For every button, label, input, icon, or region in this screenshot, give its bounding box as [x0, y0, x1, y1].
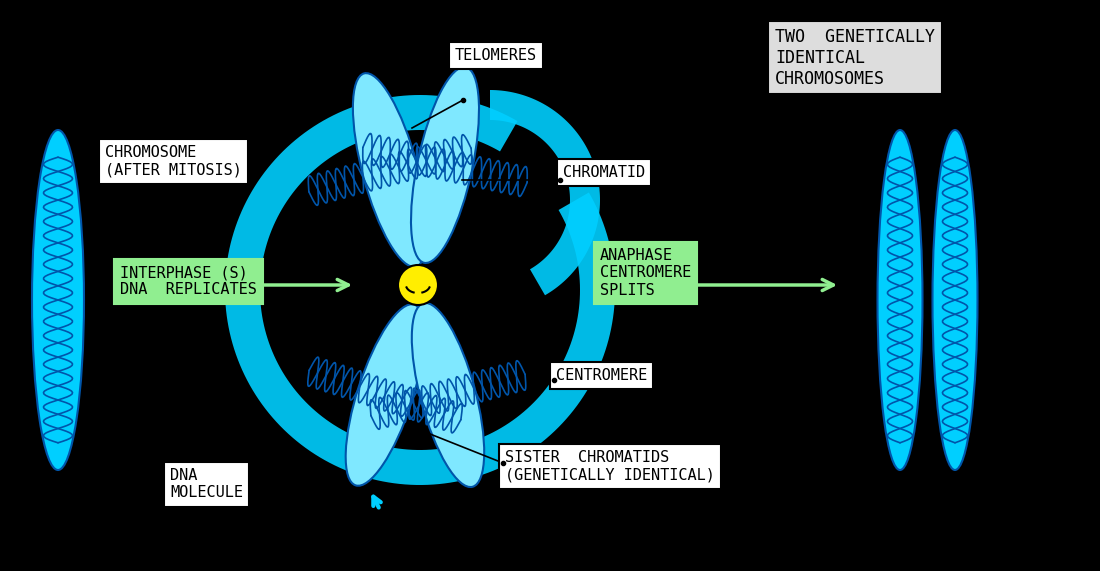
Text: DNA
MOLECULE: DNA MOLECULE	[170, 468, 243, 500]
Ellipse shape	[878, 130, 923, 470]
Text: SISTER  CHROMATIDS
(GENETICALLY IDENTICAL): SISTER CHROMATIDS (GENETICALLY IDENTICAL…	[505, 450, 715, 482]
Text: TELOMERES: TELOMERES	[455, 48, 537, 63]
Ellipse shape	[411, 67, 478, 263]
Ellipse shape	[345, 304, 425, 486]
Ellipse shape	[32, 130, 84, 470]
Ellipse shape	[933, 130, 978, 470]
Circle shape	[398, 265, 438, 305]
Text: INTERPHASE (S)
DNA  REPLICATES: INTERPHASE (S) DNA REPLICATES	[120, 265, 257, 297]
Text: ANAPHASE
CENTROMERE
SPLITS: ANAPHASE CENTROMERE SPLITS	[600, 248, 691, 298]
PathPatch shape	[490, 90, 600, 295]
PathPatch shape	[226, 95, 615, 485]
Ellipse shape	[353, 73, 427, 267]
Text: CHROMOSOME
(AFTER MITOSIS): CHROMOSOME (AFTER MITOSIS)	[104, 145, 242, 178]
Text: CHROMATID: CHROMATID	[563, 165, 645, 180]
Text: CENTROMERE: CENTROMERE	[556, 368, 647, 383]
Ellipse shape	[411, 303, 484, 487]
Text: TWO  GENETICALLY
IDENTICAL
CHROMOSOMES: TWO GENETICALLY IDENTICAL CHROMOSOMES	[776, 28, 935, 87]
